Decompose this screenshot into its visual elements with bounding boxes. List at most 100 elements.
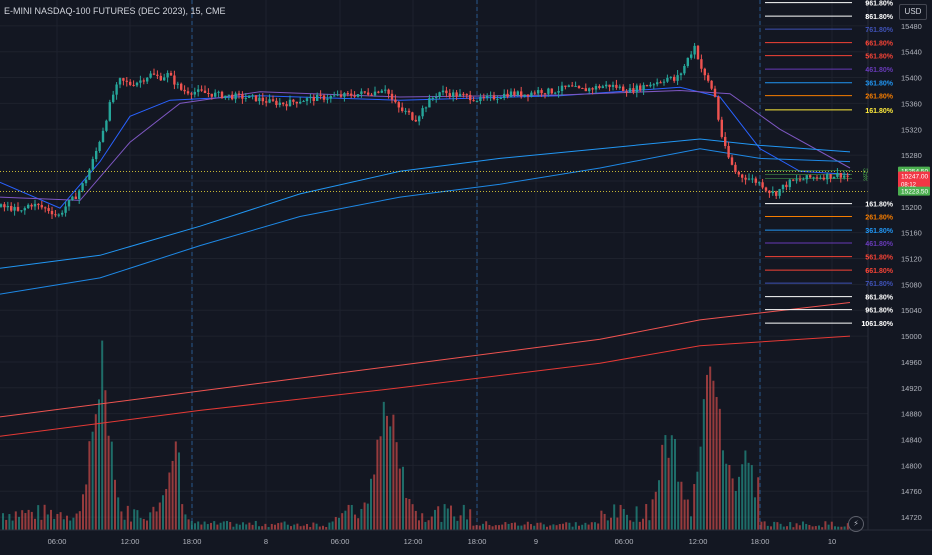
volume-bar [427, 520, 430, 530]
volume-bar [107, 435, 110, 530]
volume-bar [152, 506, 155, 530]
volume-bar [331, 521, 334, 530]
candle-body [652, 84, 655, 86]
candle-body [458, 93, 462, 97]
candle-body [16, 207, 20, 211]
volume-bar [85, 484, 88, 530]
volume-bar [443, 504, 446, 530]
time-tick-label: 06:00 [615, 537, 634, 546]
price-tick-label: 15320 [901, 125, 922, 134]
candle-body [843, 175, 846, 178]
volume-bar [130, 521, 132, 530]
volume-bar [136, 510, 139, 530]
volume-bar [786, 526, 788, 530]
candle-body [819, 177, 822, 179]
candle-body [411, 112, 414, 120]
candle-body [81, 183, 84, 191]
volume-bar [293, 524, 296, 530]
volume-bar [648, 520, 651, 530]
candle-body [370, 94, 373, 96]
volume-bar [517, 525, 520, 530]
volume-bar [386, 415, 388, 530]
candle-body [356, 94, 360, 97]
candle-body [207, 93, 210, 95]
fib-level-label: 561.80% [865, 255, 893, 262]
volume-bar [776, 522, 779, 530]
volume-bar [491, 526, 494, 530]
volume-bar [584, 522, 587, 530]
volume-bar [792, 527, 795, 530]
volume-bar [261, 526, 264, 530]
candle-body [693, 45, 696, 55]
volume-bar [712, 380, 715, 530]
candle-body [129, 81, 132, 85]
candle-body [431, 97, 434, 99]
volume-bar [539, 522, 542, 530]
volume-bar [334, 516, 337, 530]
volume-bar [485, 521, 488, 530]
volume-bar [389, 426, 392, 530]
candle-body [829, 174, 832, 179]
volume-bar [66, 515, 68, 530]
candle-body [108, 102, 111, 121]
volume-bar [5, 519, 8, 530]
candle-body [737, 172, 740, 175]
candle-body [305, 98, 309, 102]
candle-body [683, 65, 686, 74]
candle-body [224, 95, 227, 99]
volume-bar [466, 519, 468, 530]
volume-bar [139, 517, 142, 530]
candle-body [27, 204, 30, 209]
volume-bar [194, 523, 196, 530]
candle-body [316, 94, 319, 101]
volume-bar [680, 481, 683, 530]
volume-bar [117, 497, 120, 530]
volume-bar [418, 520, 420, 530]
volume-bar [773, 521, 776, 530]
volume-bar [667, 457, 670, 530]
price-tick-label: 15200 [901, 203, 922, 212]
candle-body [57, 214, 60, 216]
price-tick-label: 15400 [901, 74, 922, 83]
candle-body [615, 84, 618, 88]
fib-level-label: 961.80% [865, 308, 893, 315]
volume-bar [683, 499, 686, 530]
candle-body [78, 190, 81, 199]
volume-bar [379, 436, 382, 530]
time-tick-label: 06:00 [48, 537, 67, 546]
volume-bar [722, 450, 724, 530]
volume-bar [520, 525, 523, 530]
volume-bar [536, 522, 539, 530]
candle-body [210, 93, 213, 97]
candle-body [248, 95, 251, 98]
volume-bar [738, 476, 740, 530]
currency-button[interactable]: USD [899, 4, 927, 20]
volume-bar [430, 516, 433, 530]
candle-body [758, 182, 761, 184]
volume-bar [424, 521, 427, 530]
volume-bar [613, 504, 616, 530]
time-tick-label: 12:00 [121, 537, 140, 546]
candle-body [645, 85, 649, 87]
fib-level-label: 761.80% [865, 281, 893, 288]
candle-body [10, 205, 13, 211]
volume-bar [82, 494, 84, 530]
volume-bar [552, 524, 555, 530]
price-tag [898, 186, 930, 196]
candle-body [98, 141, 101, 151]
candle-body [666, 77, 669, 82]
volume-bar [562, 523, 564, 530]
candle-body [105, 120, 108, 131]
candle-body [506, 93, 509, 97]
volume-bar [366, 503, 369, 530]
volume-bar [610, 517, 612, 530]
volume-bar [693, 484, 696, 530]
volume-bar [530, 524, 532, 530]
volume-bar [843, 526, 846, 530]
lightning-icon[interactable]: ⚡ [848, 516, 864, 532]
candle-body [690, 54, 693, 58]
candle-body [815, 177, 819, 179]
candle-body [792, 179, 795, 181]
